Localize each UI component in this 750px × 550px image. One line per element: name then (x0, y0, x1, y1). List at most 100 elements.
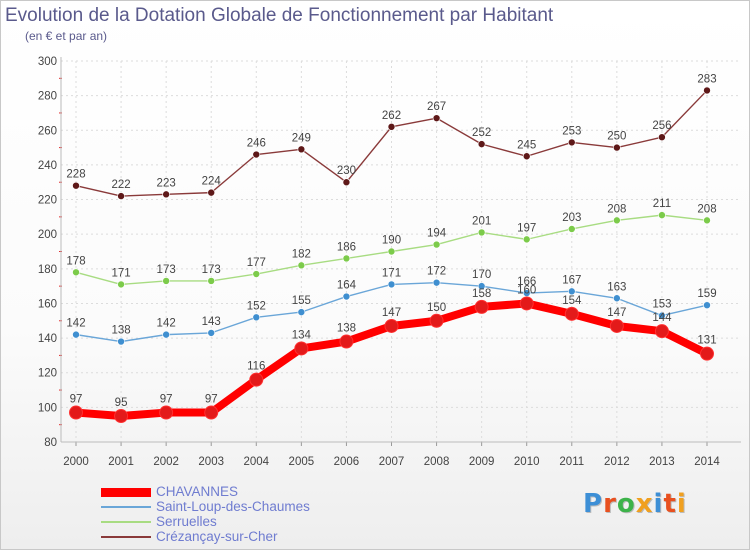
data-point (522, 235, 531, 244)
data-label: 177 (247, 257, 266, 269)
data-label: 153 (652, 299, 671, 311)
logo-letter: i (653, 489, 664, 519)
data-point (69, 405, 83, 420)
logo-letter: t (663, 489, 677, 519)
data-point (342, 292, 351, 301)
legend-label: CHAVANNES (156, 484, 239, 499)
data-label: 142 (157, 318, 176, 330)
data-point (658, 311, 666, 320)
data-label: 283 (697, 73, 716, 85)
y-tick-label: 100 (38, 402, 57, 414)
data-label: 134 (292, 329, 312, 341)
data-point (294, 341, 309, 356)
data-label: 222 (111, 179, 130, 191)
data-label: 116 (247, 361, 265, 373)
x-tick-label: 2010 (514, 456, 540, 468)
data-label: 159 (697, 288, 716, 300)
x-tick-label: 2012 (604, 456, 630, 468)
data-point (700, 346, 714, 361)
logo-letter: o (616, 489, 636, 519)
legend-swatch (101, 506, 151, 508)
data-point (204, 405, 219, 420)
data-label: 211 (653, 198, 671, 210)
legend-swatch (101, 521, 151, 523)
logo-letter: i (676, 489, 687, 519)
chart-title: Evolution de la Dotation Globale de Fonc… (5, 5, 554, 26)
data-label: 154 (562, 295, 582, 307)
y-tick-label: 180 (38, 264, 57, 276)
data-point (387, 247, 396, 256)
data-point (477, 228, 486, 237)
data-point (249, 372, 264, 387)
data-point (609, 318, 624, 333)
y-tick-label: 280 (38, 91, 57, 103)
data-label: 95 (115, 397, 128, 409)
data-label: 138 (337, 323, 356, 335)
data-point (658, 133, 666, 141)
data-label: 143 (202, 316, 221, 328)
data-label: 208 (697, 203, 716, 215)
data-point (703, 86, 711, 95)
data-label: 170 (472, 269, 491, 281)
data-point (387, 123, 396, 131)
data-point (117, 337, 125, 346)
data-point (522, 152, 531, 161)
data-label: 262 (382, 110, 401, 122)
legend-label: Serruelles (156, 514, 217, 529)
data-point (567, 225, 576, 233)
legend-swatch (101, 487, 151, 497)
data-point (117, 192, 125, 200)
data-label: 138 (111, 325, 130, 337)
data-point (384, 318, 399, 333)
x-tick-label: 2014 (694, 456, 720, 468)
data-point (654, 324, 669, 339)
y-tick-label: 300 (38, 56, 57, 68)
data-point (342, 254, 351, 263)
data-point (432, 240, 441, 249)
data-point (564, 306, 579, 321)
data-label: 228 (66, 169, 85, 181)
data-label: 155 (292, 295, 311, 307)
data-label: 203 (562, 212, 581, 224)
logo-letter: P (583, 489, 604, 519)
data-point (613, 216, 621, 225)
x-tick-label: 2002 (153, 456, 179, 468)
data-label: 178 (66, 255, 85, 267)
data-point (339, 334, 354, 349)
data-label: 147 (382, 307, 401, 319)
x-tick-label: 2007 (379, 456, 405, 468)
y-tick-label: 120 (38, 368, 57, 380)
data-label: 201 (472, 215, 491, 227)
data-label: 167 (562, 274, 581, 286)
data-point (658, 211, 666, 219)
data-point (207, 329, 216, 337)
data-label: 173 (202, 264, 221, 276)
proxiti-logo: Proxiti (583, 489, 687, 519)
data-point (474, 299, 489, 314)
data-label: 131 (697, 335, 716, 347)
y-tick-label: 160 (38, 298, 57, 310)
data-label: 197 (517, 222, 536, 234)
data-label: 249 (292, 132, 311, 144)
data-label: 252 (472, 127, 491, 139)
data-label: 171 (382, 267, 401, 279)
data-label: 160 (517, 284, 536, 296)
data-point (613, 143, 621, 152)
data-point (72, 181, 80, 190)
y-tick-label: 240 (38, 160, 57, 172)
x-tick-label: 2006 (334, 456, 360, 468)
data-point (162, 330, 170, 339)
y-tick-label: 80 (44, 437, 57, 449)
data-label: 230 (337, 165, 356, 177)
logo-letter: r (603, 489, 617, 519)
data-label: 223 (157, 177, 176, 189)
data-point (387, 280, 396, 289)
data-label: 142 (66, 318, 85, 330)
data-point (117, 280, 125, 289)
data-point (429, 313, 444, 328)
x-tick-label: 2004 (243, 456, 269, 468)
data-label: 224 (202, 176, 222, 188)
data-point (297, 308, 306, 316)
data-point (432, 278, 441, 287)
